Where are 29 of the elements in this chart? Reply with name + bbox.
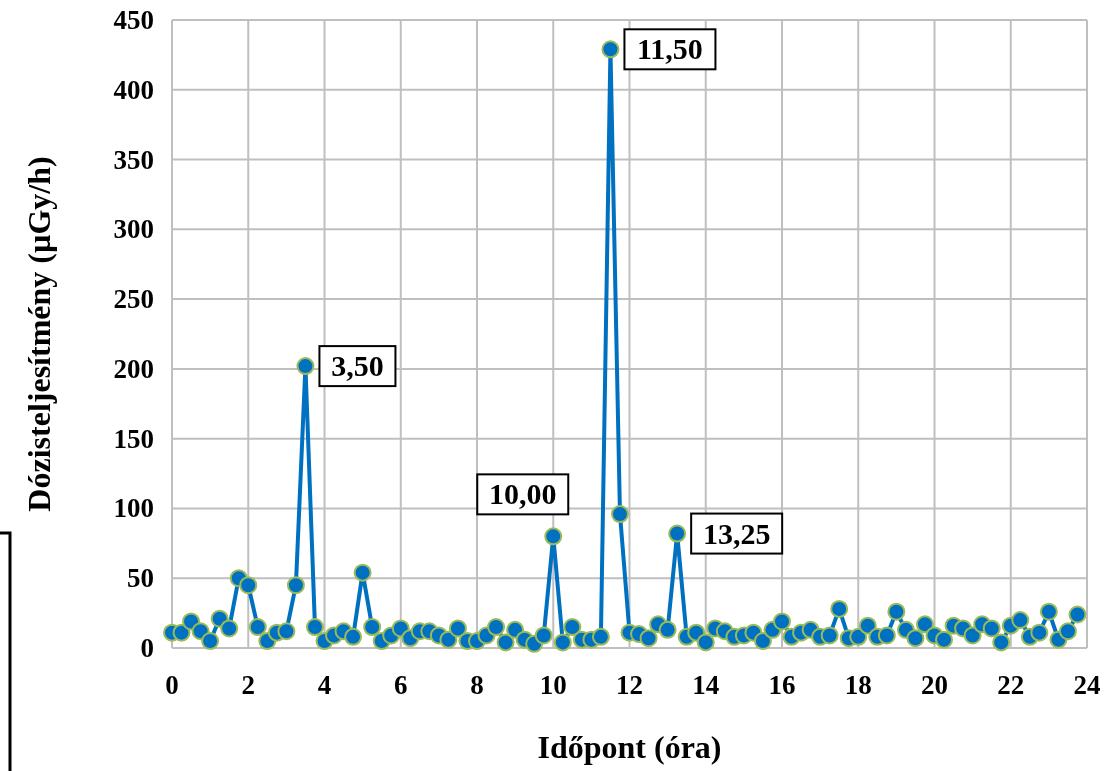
x-tick-label: 0 [165, 670, 179, 700]
x-tick-label: 4 [317, 670, 332, 700]
x-tick-label: 18 [844, 670, 872, 700]
x-tick-label: 6 [394, 670, 408, 700]
x-tick-label: 10 [539, 670, 567, 700]
y-tick-label: 450 [113, 5, 154, 35]
x-tick-label: 8 [470, 670, 484, 700]
y-tick-label: 100 [113, 493, 154, 524]
y-tick-label: 0 [140, 633, 154, 663]
y-tick-label: 250 [113, 284, 154, 315]
y-tick-label: 150 [113, 423, 154, 454]
annotation: 3,50 [331, 349, 384, 383]
x-tick-label: 16 [768, 670, 796, 700]
y-tick-label: 200 [113, 353, 154, 384]
x-tick-label: 20 [921, 670, 948, 700]
y-axis-title: Dózisteljesítmény (µGy/h) [21, 156, 57, 512]
x-tick-label: 14 [692, 670, 720, 700]
x-tick-label: 12 [616, 670, 643, 700]
y-tick-label: 400 [113, 74, 154, 105]
annotation: 11,50 [637, 32, 703, 66]
annotation: 10,00 [489, 477, 557, 511]
x-tick-label: 22 [997, 670, 1025, 700]
x-tick-label: 2 [241, 670, 255, 700]
x-tick-label: 24 [1073, 670, 1101, 700]
y-tick-label: 50 [127, 563, 154, 594]
y-tick-label: 350 [113, 144, 154, 175]
annotation: 13,25 [702, 516, 771, 550]
x-axis-title: Időpont (óra) [537, 729, 722, 765]
y-tick-label: 300 [113, 214, 154, 245]
